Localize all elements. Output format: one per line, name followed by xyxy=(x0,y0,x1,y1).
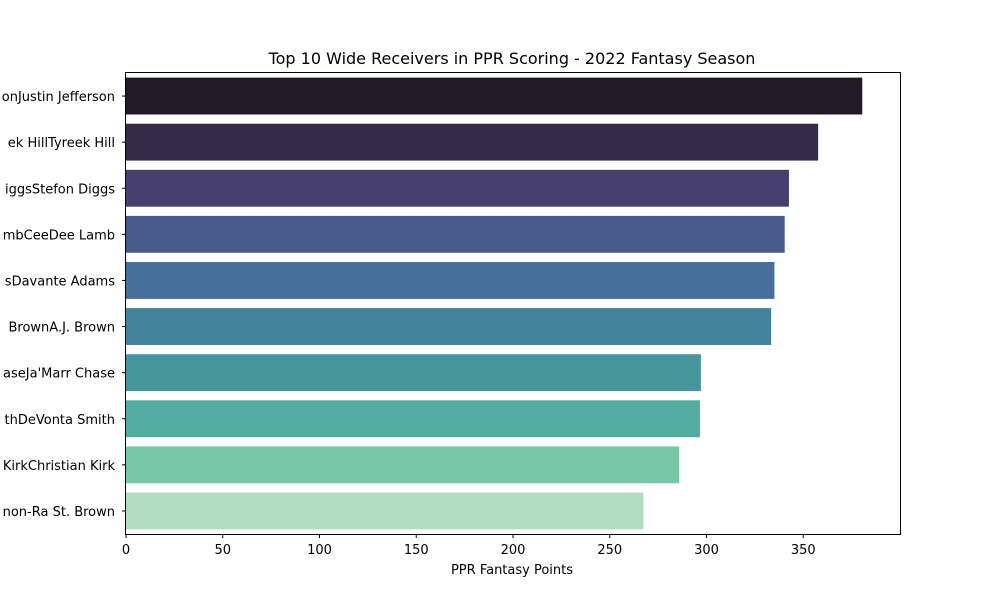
bar xyxy=(126,123,819,161)
bar xyxy=(126,492,644,530)
y-tick-label: onJustin Jefferson xyxy=(2,90,115,105)
y-tick-label: mbCeeDee Lamb xyxy=(3,228,115,243)
x-tick-label: 100 xyxy=(307,543,332,558)
y-axis-ticks: onJustin Jefferson ek HillTyreek Hill iggs… xyxy=(2,90,126,520)
bar xyxy=(126,446,680,484)
y-tick-label: non-Ra St. Brown xyxy=(3,505,115,520)
x-axis-ticks: 0 50 100 150 200 250 300 350 xyxy=(122,534,816,558)
x-tick-label: 300 xyxy=(694,543,719,558)
y-tick-label: iggsStefon Diggs xyxy=(5,182,115,197)
bar xyxy=(126,169,789,207)
bar xyxy=(126,262,775,299)
bar xyxy=(126,400,700,438)
chart-title: Top 10 Wide Receivers in PPR Scoring - 2… xyxy=(268,49,756,68)
x-tick-label: 0 xyxy=(122,543,130,558)
y-tick-label: sDavante Adams xyxy=(5,274,115,289)
x-tick-label: 50 xyxy=(214,543,231,558)
bar xyxy=(126,77,863,115)
y-tick-label: thDeVonta Smith xyxy=(5,413,115,428)
y-tick-label: ek HillTyreek Hill xyxy=(8,136,115,151)
bar xyxy=(126,308,772,345)
bar xyxy=(126,354,701,392)
y-tick-label: KirkChristian Kirk xyxy=(3,459,116,474)
bars-layer xyxy=(126,77,863,530)
x-tick-label: 150 xyxy=(404,543,429,558)
bar xyxy=(126,215,785,253)
y-tick-label: BrownA.J. Brown xyxy=(8,321,115,336)
plot-frame xyxy=(125,72,901,535)
x-tick-label: 200 xyxy=(501,543,526,558)
x-tick-label: 350 xyxy=(791,543,816,558)
y-tick-label: aseJa'Marr Chase xyxy=(3,367,115,382)
x-axis-label: PPR Fantasy Points xyxy=(451,563,573,578)
x-tick-label: 250 xyxy=(597,543,622,558)
